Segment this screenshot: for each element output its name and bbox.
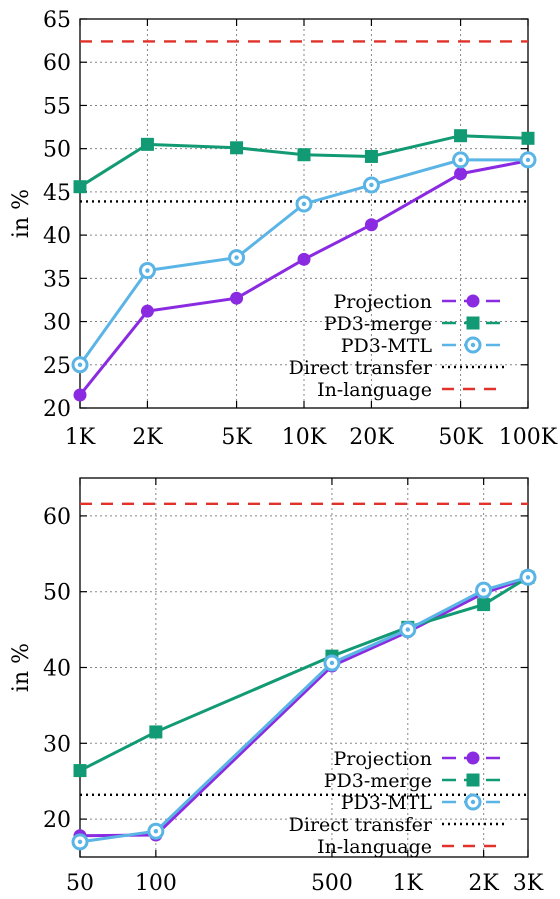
data-point xyxy=(230,141,244,155)
data-point xyxy=(364,149,378,163)
y-tick-label: 55 xyxy=(43,94,71,119)
x-tick-label: 50 xyxy=(66,871,94,896)
x-tick-label: 5K xyxy=(221,425,252,450)
legend-label: Projection xyxy=(334,748,432,770)
y-tick-label: 60 xyxy=(43,505,71,530)
legend-label: PD3-merge xyxy=(324,770,432,792)
data-point xyxy=(362,176,380,194)
legend-marker xyxy=(464,336,482,354)
series-line xyxy=(79,575,529,844)
data-point xyxy=(454,167,468,181)
x-tick-label: 1K xyxy=(65,425,96,450)
y-tick-label: 50 xyxy=(43,581,71,606)
legend-marker xyxy=(466,316,480,330)
data-point xyxy=(454,129,468,143)
data-point xyxy=(73,388,87,402)
data-point xyxy=(477,598,491,612)
y-tick-label: 30 xyxy=(43,311,71,336)
legend-marker xyxy=(466,751,480,765)
chart-panel-1: 1K 2K 5K 10K 20K 50K 100K 20 25 30 35 40 45 50 55 60 65 i… xyxy=(9,8,558,450)
legend-marker xyxy=(466,773,480,787)
legend-label: In-language xyxy=(317,379,432,401)
series-pd3-merge xyxy=(73,570,535,778)
series-line xyxy=(79,576,529,772)
x-tick-label: 3K xyxy=(513,871,544,896)
legend-marker xyxy=(464,793,482,811)
x-tick-label: 2K xyxy=(132,425,163,450)
x-tick-label: 100K xyxy=(499,425,558,450)
x-tick-label: 20K xyxy=(349,425,394,450)
legend-marker xyxy=(466,294,480,308)
y-axis-label: in % xyxy=(9,643,34,692)
data-point xyxy=(71,356,89,374)
data-point xyxy=(297,252,311,266)
data-point xyxy=(519,568,537,586)
y-tick-label: 20 xyxy=(43,808,71,833)
y-tick-label: 50 xyxy=(43,138,71,163)
legend-label: PD3-MTL xyxy=(341,792,433,814)
x-tick-label: 50K xyxy=(438,425,483,450)
data-point xyxy=(323,654,341,672)
x-tick-label: 2K xyxy=(468,871,499,896)
data-point xyxy=(149,725,163,739)
legend-label: PD3-MTL xyxy=(341,335,433,357)
series-projection xyxy=(73,154,535,402)
y-tick-label: 20 xyxy=(43,397,71,422)
data-point xyxy=(399,621,417,639)
data-point xyxy=(71,833,89,851)
data-point xyxy=(228,249,246,267)
series-pd3-merge xyxy=(73,129,535,194)
data-point xyxy=(364,218,378,232)
series-line xyxy=(79,576,529,838)
legend-label: Projection xyxy=(334,291,432,313)
x-tick-label: 1K xyxy=(393,871,424,896)
data-point xyxy=(147,822,165,840)
y-tick-label: 60 xyxy=(43,51,71,76)
series-pd3-mtl xyxy=(71,151,537,374)
data-point xyxy=(297,148,311,162)
data-point xyxy=(138,262,156,280)
x-tick-label: 10K xyxy=(282,425,327,450)
legend-label: Direct transfer xyxy=(289,814,433,836)
data-point xyxy=(140,137,154,151)
y-tick-label: 40 xyxy=(43,224,71,249)
y-tick-label: 25 xyxy=(43,354,71,379)
data-point xyxy=(140,304,154,318)
data-point xyxy=(452,151,470,169)
data-point xyxy=(521,131,535,145)
legend-label: PD3-merge xyxy=(324,313,432,335)
y-tick-label: 65 xyxy=(43,8,71,33)
y-tick-label: 35 xyxy=(43,267,71,292)
y-tick-label: 40 xyxy=(43,657,71,682)
x-tick-label: 500 xyxy=(311,871,353,896)
y-tick-label: 45 xyxy=(43,181,71,206)
data-point xyxy=(73,764,87,778)
data-point xyxy=(475,581,493,599)
legend-label: In-language xyxy=(317,836,432,858)
y-axis-label: in % xyxy=(9,189,34,238)
data-point xyxy=(295,195,313,213)
data-point xyxy=(519,151,537,169)
legend-label: Direct transfer xyxy=(289,357,433,379)
y-tick-label: 30 xyxy=(43,732,71,757)
x-tick-label: 100 xyxy=(135,871,177,896)
data-point xyxy=(73,180,87,194)
data-point xyxy=(230,291,244,305)
series-pd3-mtl xyxy=(71,568,537,851)
